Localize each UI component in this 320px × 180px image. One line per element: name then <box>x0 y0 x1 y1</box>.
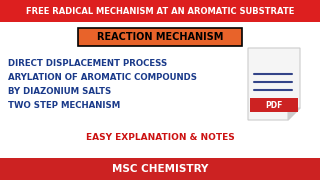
Text: REACTION MECHANISM: REACTION MECHANISM <box>97 32 223 42</box>
Text: TWO STEP MECHANISM: TWO STEP MECHANISM <box>8 100 120 109</box>
Text: FREE RADICAL MECHANISM AT AN AROMATIC SUBSTRATE: FREE RADICAL MECHANISM AT AN AROMATIC SU… <box>26 6 294 15</box>
FancyBboxPatch shape <box>78 28 242 46</box>
FancyBboxPatch shape <box>0 0 320 22</box>
FancyBboxPatch shape <box>250 98 298 112</box>
Text: MSC CHEMISTRY: MSC CHEMISTRY <box>112 164 208 174</box>
Text: ARYLATION OF AROMATIC COMPOUNDS: ARYLATION OF AROMATIC COMPOUNDS <box>8 73 197 82</box>
Text: PDF: PDF <box>265 100 283 109</box>
Text: DIRECT DISPLACEMENT PROCESS: DIRECT DISPLACEMENT PROCESS <box>8 58 167 68</box>
Text: EASY EXPLANATION & NOTES: EASY EXPLANATION & NOTES <box>86 134 234 143</box>
Text: BY DIAZONIUM SALTS: BY DIAZONIUM SALTS <box>8 87 111 96</box>
Polygon shape <box>248 48 300 120</box>
FancyBboxPatch shape <box>0 158 320 180</box>
Polygon shape <box>288 108 300 120</box>
